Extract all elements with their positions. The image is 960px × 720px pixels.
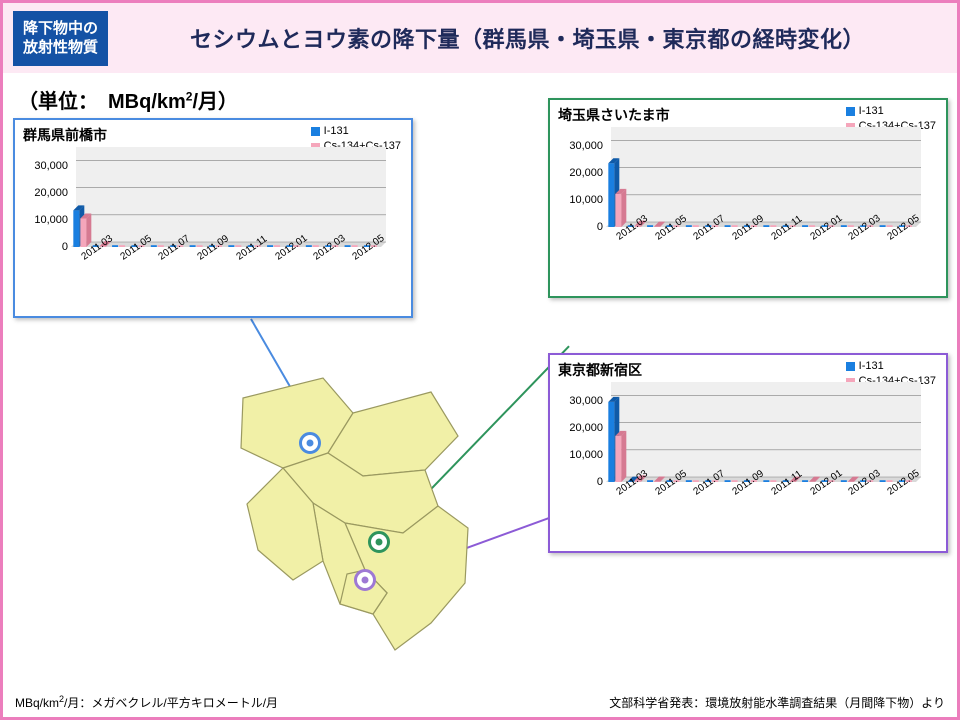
y-tick: 20,000 [34, 187, 68, 199]
unit-label: （単位： MBq/km2/月） [18, 85, 238, 114]
chart-title: 東京都新宿区 [558, 360, 642, 380]
saitama-marker [368, 531, 390, 553]
kanto-map [213, 358, 523, 668]
footnote-right: 文部科学省発表：環境放射能水準調査結果（月間降下物）より [609, 694, 945, 711]
plot-area: 010,00020,00030,0002011.032011.052011.07… [606, 387, 916, 482]
y-tick: 20,000 [569, 167, 603, 179]
plot-area: 010,00020,00030,0002011.032011.052011.07… [71, 152, 381, 247]
footnote-left: MBq/km2/月：メガベクレル/平方キロメートル/月 [15, 694, 278, 711]
badge-line2: 放射性物質 [23, 39, 98, 56]
y-tick: 0 [597, 221, 603, 233]
chart-title: 群馬県前橋市 [23, 125, 107, 145]
tokyo-marker [354, 569, 376, 591]
y-tick: 0 [597, 476, 603, 488]
y-tick: 30,000 [34, 160, 68, 172]
badge-line1: 降下物中の [23, 20, 98, 37]
y-tick: 10,000 [569, 194, 603, 206]
header-bar: 降下物中の 放射性物質 セシウムとヨウ素の降下量（群馬県・埼玉県・東京都の経時変… [3, 3, 957, 73]
chart-title: 埼玉県さいたま市 [558, 105, 670, 125]
map-container [213, 358, 523, 668]
chart-gunma: 群馬県前橋市I-131Cs-134+Cs-137010,00020,00030,… [13, 118, 413, 318]
plot-area: 010,00020,00030,0002011.032011.052011.07… [606, 132, 916, 227]
page-title: セシウムとヨウ素の降下量（群馬県・埼玉県・東京都の経時変化） [108, 22, 947, 54]
y-tick: 0 [62, 241, 68, 253]
chart-saitama: 埼玉県さいたま市I-131Cs-134+Cs-137010,00020,0003… [548, 98, 948, 298]
header-badge: 降下物中の 放射性物質 [13, 11, 108, 66]
y-tick: 10,000 [34, 214, 68, 226]
y-tick: 10,000 [569, 449, 603, 461]
gunma-marker [299, 432, 321, 454]
y-tick: 30,000 [569, 395, 603, 407]
y-tick: 20,000 [569, 422, 603, 434]
chart-tokyo: 東京都新宿区I-131Cs-134+Cs-137010,00020,00030,… [548, 353, 948, 553]
y-tick: 30,000 [569, 140, 603, 152]
